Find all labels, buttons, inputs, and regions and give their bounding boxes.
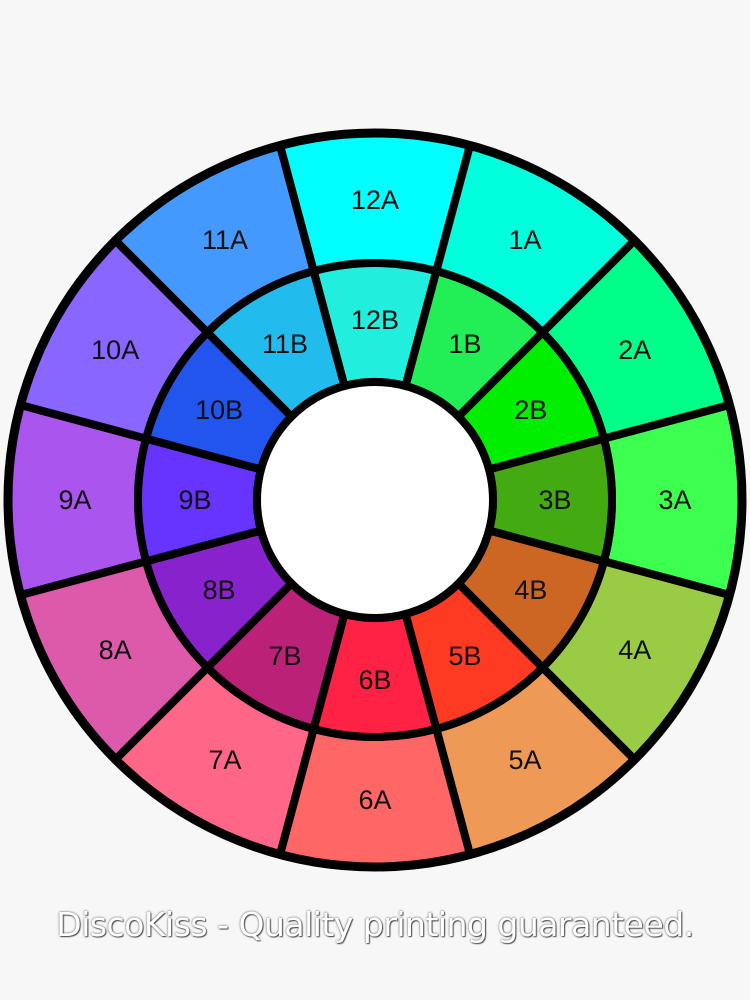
segment-label: 6B: [358, 665, 391, 695]
segment-label: 7A: [208, 745, 241, 775]
segment-label: 2A: [618, 335, 651, 365]
segment-label: 4B: [514, 575, 547, 605]
segment-label: 10A: [91, 335, 139, 365]
segment-label: 8B: [203, 575, 236, 605]
segment-label: 5A: [508, 745, 541, 775]
watermark: DiscoKiss - Quality printing guaranteed.: [56, 905, 694, 944]
segment-label: 1A: [508, 225, 541, 255]
segment-label: 12B: [351, 305, 399, 335]
segment-label: 7B: [268, 641, 301, 671]
outer-rim: [3, 128, 747, 872]
segment-label: 9A: [58, 485, 91, 515]
segment-label: 11B: [262, 329, 308, 359]
segment-label: 11A: [202, 225, 248, 255]
segment-label: 12A: [351, 185, 399, 215]
segment-label: 4A: [618, 635, 651, 665]
segment-label: 3B: [538, 485, 571, 515]
segment-label: 9B: [178, 485, 211, 515]
segment-label: 6A: [358, 785, 391, 815]
segment-label: 1B: [448, 329, 481, 359]
segment-label: 3A: [658, 485, 691, 515]
segment-label: 10B: [195, 395, 243, 425]
segment-label: 2B: [514, 395, 547, 425]
segment-label: 5B: [448, 641, 481, 671]
segment-label: 8A: [99, 635, 132, 665]
center-hole: [253, 378, 497, 622]
